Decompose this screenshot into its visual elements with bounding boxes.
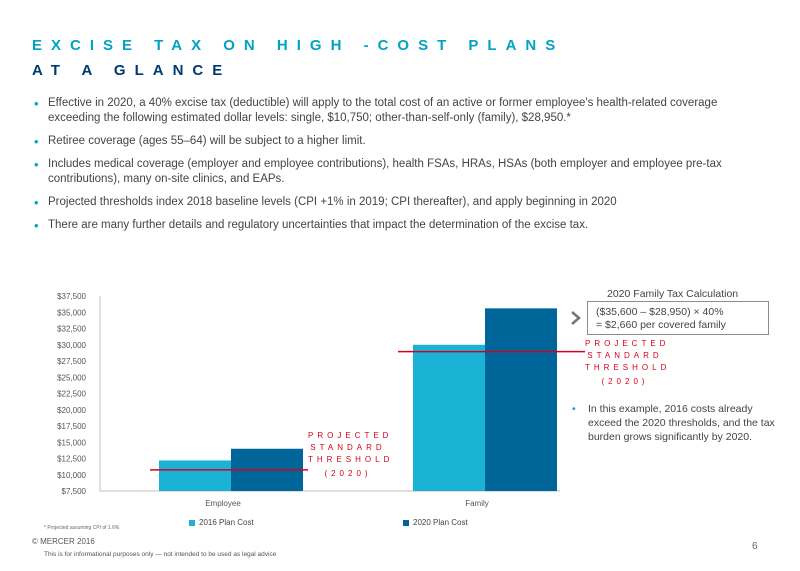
- y-tick-label: $10,000: [57, 471, 86, 480]
- y-tick-label: $15,000: [57, 438, 86, 447]
- threshold-label-line: STANDARD: [310, 443, 386, 452]
- slide-title-line2: AT A GLANCE: [32, 62, 232, 79]
- y-tick-label: $22,500: [57, 390, 86, 399]
- bullet-item: There are many further details and regul…: [34, 218, 764, 233]
- x-tick-label: Employee: [205, 499, 241, 508]
- disclaimer: This is for informational purposes only …: [44, 551, 277, 558]
- legend-swatch-2020: [403, 519, 409, 526]
- y-tick-label: $12,500: [57, 455, 86, 464]
- footnote: * Projected assuming CPI of 1.6%: [44, 525, 120, 531]
- legend-swatch-2016: [189, 519, 195, 526]
- y-tick-label: $25,000: [57, 373, 86, 382]
- bar-family-0: [413, 344, 485, 491]
- calc-box: ($35,600 – $28,950) × 40% = $2,660 per c…: [587, 301, 769, 335]
- bullet-list: Effective in 2020, a 40% excise tax (ded…: [34, 96, 764, 241]
- bullet-item: Retiree coverage (ages 55–64) will be su…: [34, 134, 764, 149]
- y-tick-label: $7,500: [62, 487, 87, 496]
- slide-title-line1: EXCISE TAX ON HIGH -COST PLANS: [32, 37, 565, 54]
- legend-item-2020: 2020 Plan Cost: [403, 518, 468, 527]
- calc-title: 2020 Family Tax Calculation: [607, 288, 739, 300]
- bullet-item: Effective in 2020, a 40% excise tax (ded…: [34, 96, 764, 126]
- y-tick-label: $17,500: [57, 422, 86, 431]
- side-note: In this example, 2016 costs already exce…: [572, 402, 788, 444]
- y-tick-label: $27,500: [57, 357, 86, 366]
- copyright: © MERCER 2016: [32, 537, 95, 546]
- threshold-label-family: PROJECTED STANDARD THRESHOLD (2020): [585, 338, 671, 388]
- threshold-label-line: THRESHOLD: [585, 363, 671, 372]
- y-tick-label: $30,000: [57, 341, 86, 350]
- threshold-label-line: PROJECTED: [308, 431, 393, 440]
- threshold-label-line: (2020): [324, 469, 372, 478]
- bar-employee-0: [159, 460, 231, 491]
- bullet-item: Projected thresholds index 2018 baseline…: [34, 195, 764, 210]
- threshold-label-line: PROJECTED: [585, 339, 670, 348]
- page-number: 6: [752, 541, 758, 552]
- bullet-item: Includes medical coverage (employer and …: [34, 157, 764, 187]
- y-tick-label: $35,000: [57, 308, 86, 317]
- y-tick-label: $37,500: [57, 292, 86, 301]
- y-tick-label: $20,000: [57, 406, 86, 415]
- bar-family-1: [485, 308, 557, 491]
- threshold-label-line: (2020): [601, 377, 649, 386]
- threshold-label-employee: PROJECTED STANDARD THRESHOLD (2020): [308, 430, 394, 480]
- x-tick-label: Family: [465, 499, 489, 508]
- y-tick-label: $32,500: [57, 325, 86, 334]
- calc-line1: ($35,600 – $28,950) × 40%: [596, 306, 724, 318]
- threshold-label-line: STANDARD: [587, 351, 663, 360]
- threshold-label-line: THRESHOLD: [308, 455, 394, 464]
- chevron-right-icon: [571, 311, 581, 325]
- calc-line2: = $2,660 per covered family: [596, 319, 726, 331]
- legend-label-2016: 2016 Plan Cost: [199, 518, 254, 527]
- legend-item-2016: 2016 Plan Cost: [189, 518, 254, 527]
- legend-label-2020: 2020 Plan Cost: [413, 518, 468, 527]
